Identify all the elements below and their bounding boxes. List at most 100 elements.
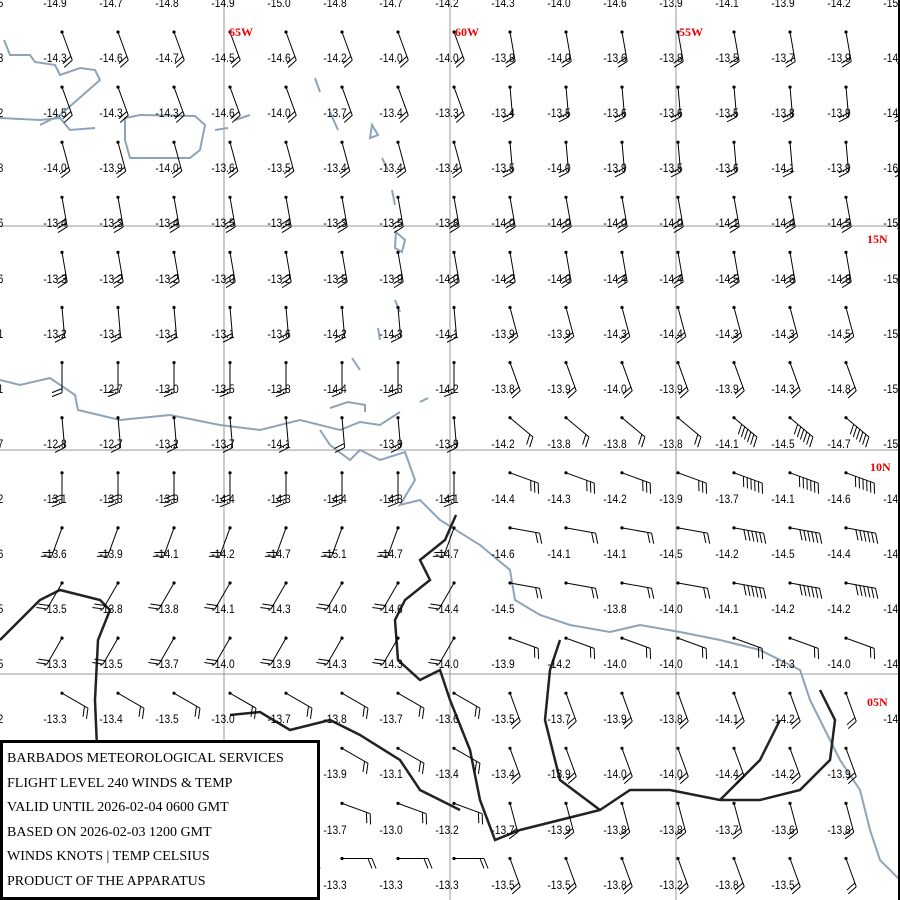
- barb-feather: [107, 494, 119, 500]
- barb-staff: [341, 417, 346, 448]
- barb-feather: [841, 281, 852, 289]
- barb-feather: [614, 112, 625, 119]
- temperature-value: -14.1: [211, 602, 235, 617]
- temperature-value: -13.0: [155, 381, 179, 396]
- barb-feather: [474, 706, 478, 717]
- barb-feather: [623, 390, 633, 399]
- temperature-value: -13.7: [547, 712, 571, 727]
- wind-barb: [844, 471, 876, 494]
- wind-barb: [390, 305, 402, 343]
- barb-feather: [365, 708, 369, 719]
- barb-feather: [62, 56, 72, 64]
- barb-feather: [784, 218, 795, 226]
- temperature-value: -13.5: [547, 877, 571, 892]
- barb-feather: [219, 494, 231, 500]
- barb-feather: [449, 277, 459, 285]
- barb-feather: [280, 273, 291, 281]
- wind-barb: [316, 581, 344, 610]
- temperature-value: -14.7: [99, 0, 123, 10]
- temperature-value: -13.5: [211, 381, 235, 396]
- barb-feather: [846, 882, 856, 891]
- barb-feather: [673, 281, 684, 289]
- wind-barb: [564, 691, 577, 729]
- wind-barb: [620, 361, 633, 399]
- temperature-value: -14.5: [827, 216, 851, 231]
- wind-barb: [56, 250, 68, 289]
- barb-staff: [117, 197, 124, 227]
- temperature-value: -14.8: [827, 381, 851, 396]
- wind-barb: [782, 85, 794, 123]
- barb-feather: [395, 166, 406, 175]
- wind-barb: [563, 801, 575, 840]
- wind-barb: [508, 856, 521, 895]
- barb-feather: [504, 218, 515, 226]
- temperature-value: -13.3: [43, 271, 67, 286]
- barb-feather: [623, 886, 633, 895]
- temperature-value: -14.5: [43, 106, 67, 121]
- barb-staff: [341, 142, 351, 172]
- barb-feather: [316, 662, 328, 665]
- station-dot: [172, 140, 176, 144]
- station-dot: [284, 195, 288, 199]
- barb-staff: [509, 142, 514, 173]
- barb-feather: [222, 447, 233, 453]
- wind-barb: [452, 691, 481, 719]
- temperature-value: -14.2: [435, 381, 459, 396]
- wind-barb: [784, 250, 796, 289]
- temperature-value: -14.5: [491, 602, 515, 617]
- barb-staff: [677, 142, 682, 173]
- barb-staff: [621, 362, 633, 391]
- barb-staff: [621, 637, 651, 649]
- barb-staff: [229, 692, 257, 709]
- station-dot: [508, 30, 512, 34]
- barb-feather: [735, 721, 745, 729]
- temperature-value: -15.0: [267, 0, 291, 10]
- temperature-value: -13.8: [659, 822, 683, 837]
- barb-staff: [387, 527, 399, 557]
- temperature-value: -14.5: [715, 271, 739, 286]
- barb-feather: [811, 531, 815, 543]
- barb-feather: [421, 763, 425, 775]
- temperature-value: -14.0: [659, 767, 683, 782]
- wind-barb: [443, 361, 456, 398]
- temperature-value: -13.9: [323, 767, 347, 782]
- barb-staff: [453, 307, 458, 338]
- temperature-value: .2: [0, 493, 3, 505]
- temperature-value: -13.9: [267, 657, 291, 672]
- barb-feather: [479, 858, 485, 869]
- wind-barb: [340, 30, 353, 68]
- temperature-value: -13.2: [155, 436, 179, 451]
- barb-feather: [119, 114, 129, 123]
- temperature-value: -14.1: [547, 547, 571, 561]
- temperature-value: -13.0: [211, 271, 235, 286]
- barb-staff: [509, 472, 539, 484]
- barb-feather: [651, 533, 655, 544]
- temperature-value: -14.7: [155, 51, 179, 66]
- barb-staff: [565, 252, 572, 283]
- barb-feather: [387, 388, 399, 394]
- barb-staff: [453, 197, 460, 227]
- wind-barb: [171, 140, 183, 179]
- barb-feather: [731, 828, 742, 836]
- barb-feather: [54, 332, 65, 339]
- barb-feather: [871, 587, 875, 599]
- barb-staff: [733, 252, 740, 283]
- temperature-value: -13.7: [155, 657, 179, 672]
- temperature-value: -14.6: [491, 547, 515, 561]
- temperature-value: -14.1: [771, 491, 795, 506]
- barb-staff: [453, 252, 460, 283]
- barb-staff: [677, 527, 708, 534]
- temperature-value: -15.4: [883, 436, 899, 451]
- border-suriname-guiana: [719, 719, 782, 801]
- wind-barb: [334, 305, 346, 343]
- barb-staff: [453, 802, 483, 815]
- wind-barb: [676, 581, 711, 599]
- barb-feather: [94, 603, 106, 607]
- barb-staff: [845, 31, 852, 62]
- barb-staff: [677, 693, 689, 722]
- barb-feather: [38, 658, 50, 662]
- barb-feather: [446, 447, 457, 453]
- temperature-value: -14.6: [883, 547, 899, 561]
- barb-feather: [539, 588, 543, 599]
- wind-barb: [676, 526, 711, 544]
